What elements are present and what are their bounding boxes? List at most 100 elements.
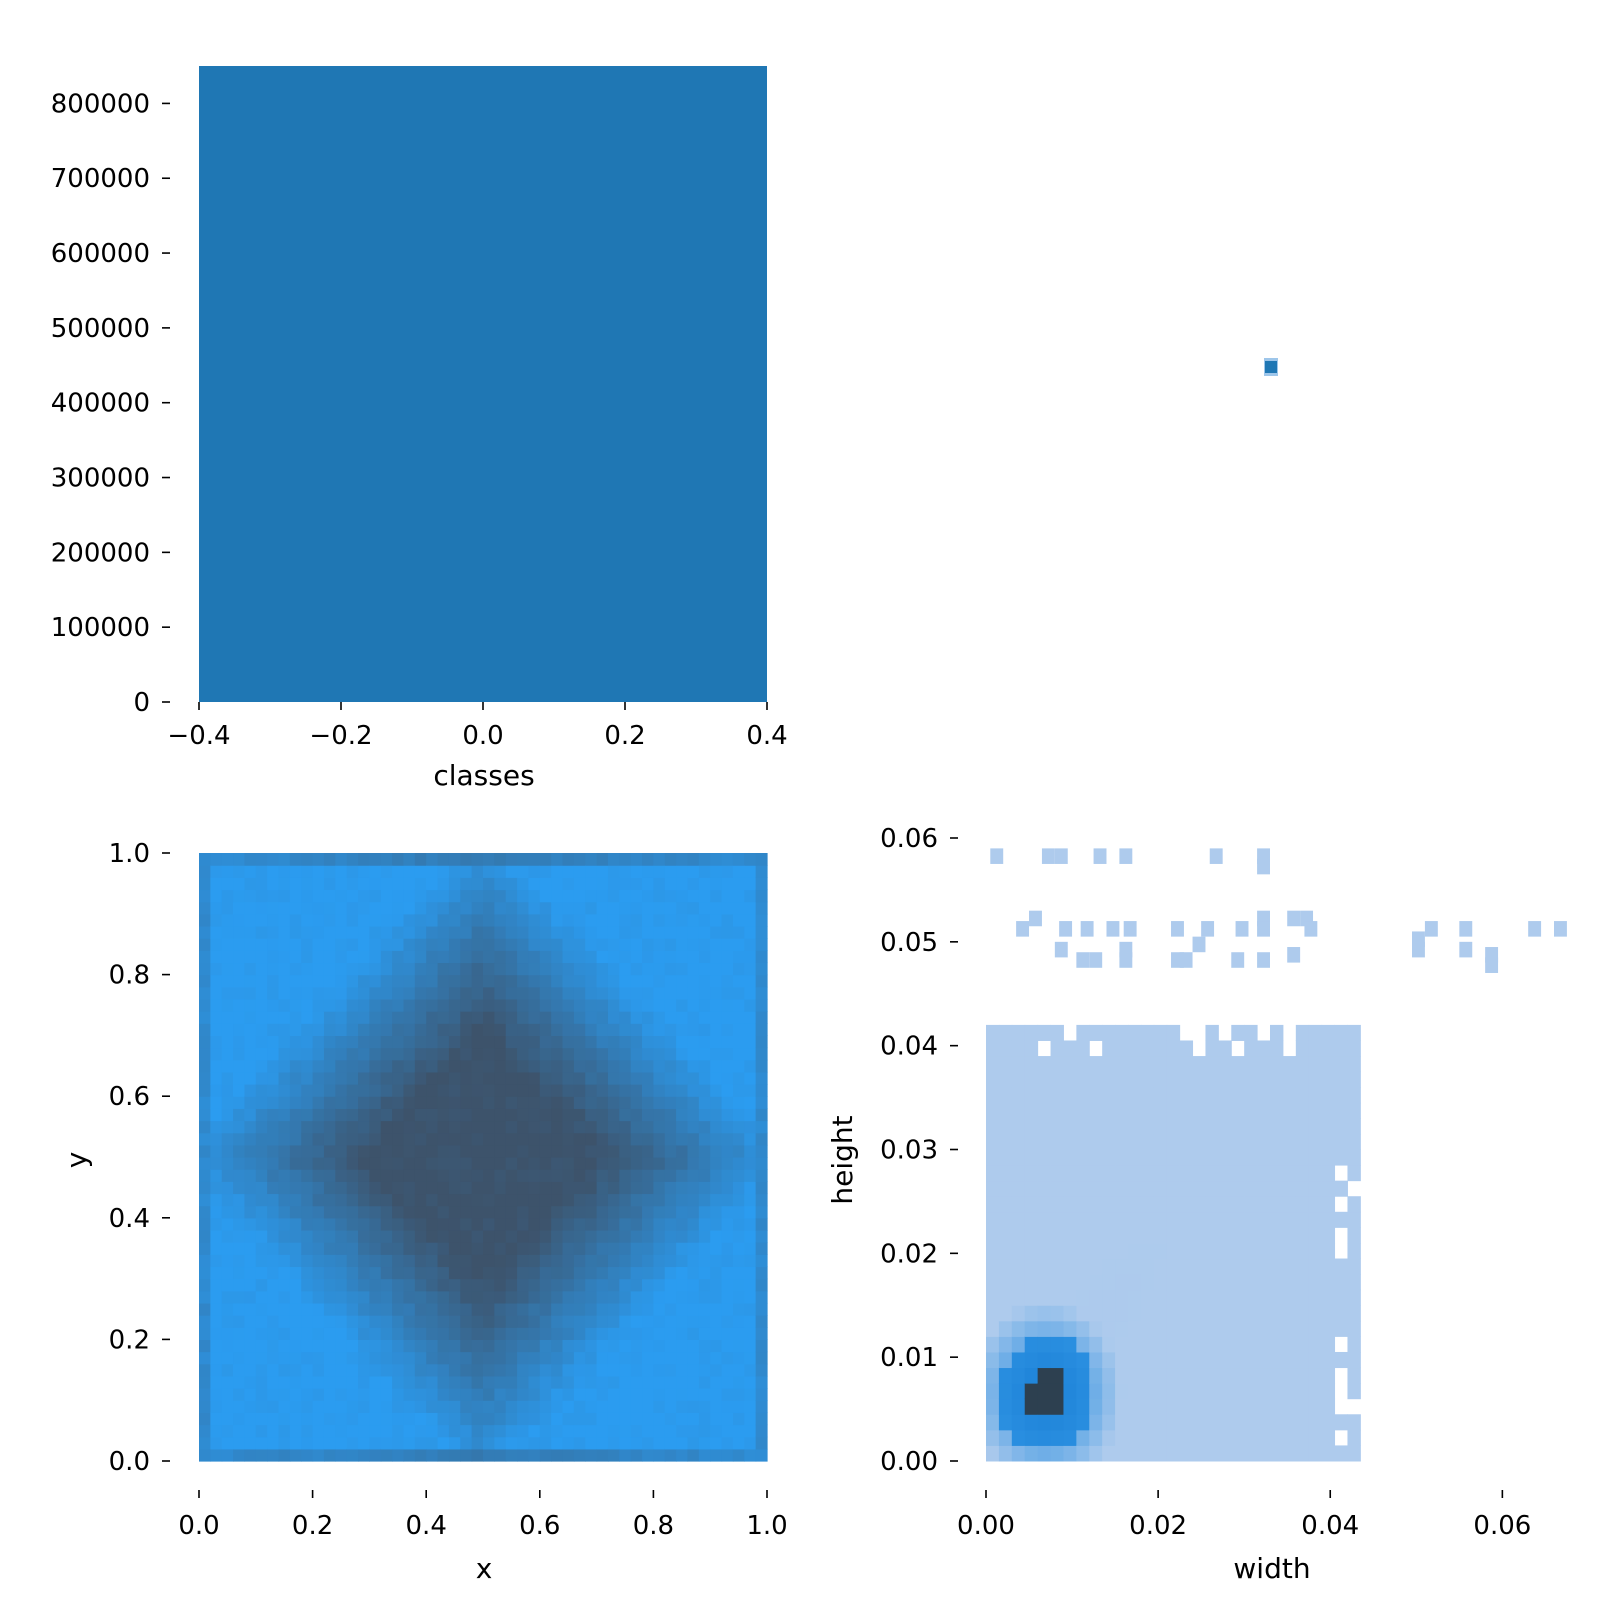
heatmap-cell — [358, 998, 370, 1012]
heatmap-cell — [687, 1448, 700, 1462]
heatmap-cell — [1050, 1367, 1064, 1384]
heatmap-cell — [517, 998, 530, 1012]
heatmap-cell — [1295, 1024, 1310, 1041]
heatmap-cell — [1231, 1071, 1245, 1088]
heatmap-cell — [573, 998, 586, 1012]
heatmap-cell — [596, 1059, 609, 1073]
heatmap-cell — [312, 1290, 325, 1304]
heatmap-cell — [403, 1108, 416, 1122]
heatmap-cell — [335, 853, 348, 866]
heatmap-cell — [244, 1132, 257, 1146]
heatmap-cell — [744, 1205, 757, 1219]
heatmap-cell — [653, 938, 666, 951]
heatmap-cell — [1192, 1056, 1206, 1073]
heatmap-cell — [539, 1388, 552, 1401]
heatmap-cell — [1295, 1398, 1310, 1415]
heatmap-cell — [664, 1132, 677, 1146]
heatmap-cell — [1205, 1071, 1219, 1088]
heatmap-cell — [1024, 1227, 1039, 1244]
heatmap-cell — [1102, 1227, 1116, 1244]
heatmap-cell — [1089, 1258, 1103, 1275]
heatmap-cell — [710, 1351, 723, 1365]
heatmap-cell — [335, 1181, 348, 1195]
heatmap-cell — [403, 1023, 416, 1036]
heatmap-cell — [505, 1011, 518, 1024]
heatmap-cell — [255, 1035, 268, 1049]
heatmap-cell — [1334, 1024, 1348, 1041]
heatmap-cell — [426, 1157, 439, 1170]
heatmap-cell — [585, 962, 598, 976]
heatmap-cell — [278, 1108, 291, 1122]
heatmap-cell — [744, 1169, 757, 1182]
heatmap-cell — [676, 1424, 689, 1438]
heatmap-cell — [1166, 1383, 1181, 1400]
heatmap-cell — [403, 1339, 416, 1353]
heatmap-cell — [289, 962, 302, 976]
heatmap-cell — [619, 1096, 632, 1109]
heatmap-cell — [710, 1084, 723, 1097]
heatmap-cell — [1231, 1165, 1245, 1182]
heatmap-cell — [233, 853, 246, 866]
heatmap-cell — [1282, 1133, 1297, 1150]
heatmap-cell — [755, 1108, 768, 1122]
heatmap-cell — [199, 865, 211, 878]
heatmap-cell — [312, 1169, 325, 1182]
heatmap-cell — [210, 1278, 223, 1292]
heatmap-cell — [221, 925, 234, 939]
heatmap-cell — [1140, 1242, 1155, 1260]
heatmap-cell — [698, 1266, 711, 1280]
heatmap-cell — [1024, 1414, 1039, 1431]
heatmap-cell — [1295, 1071, 1310, 1088]
heatmap-cell — [642, 1108, 654, 1122]
heatmap-cell — [414, 1254, 427, 1268]
heatmap-cell — [630, 1144, 643, 1158]
heatmap-cell — [1128, 1040, 1142, 1057]
heatmap-cell — [986, 1258, 1000, 1275]
heatmap-cell — [539, 1290, 552, 1304]
heatmap-cell — [562, 1157, 575, 1170]
heatmap-cell — [1321, 1071, 1336, 1088]
heatmap-cell — [1089, 1102, 1103, 1119]
heatmap-cell — [426, 1412, 439, 1426]
x-tick-label: 0.6 — [519, 1511, 560, 1541]
heatmap-cell — [517, 913, 530, 927]
heatmap-cell — [1257, 1165, 1271, 1182]
heatmap-cell — [312, 1084, 325, 1097]
heatmap-cell — [369, 1400, 382, 1413]
heatmap-cell — [732, 1169, 745, 1182]
heatmap-cell — [1257, 1398, 1271, 1415]
heatmap-cell — [312, 1436, 325, 1450]
heatmap-cell — [403, 986, 416, 1000]
heatmap-cell — [607, 1448, 620, 1462]
heatmap-cell — [483, 1424, 495, 1438]
heatmap-cell — [1102, 1024, 1116, 1041]
heatmap-cell — [710, 1302, 723, 1316]
heatmap-cell — [403, 1084, 416, 1097]
heatmap-cell — [1140, 1289, 1155, 1306]
heatmap-cell — [221, 986, 234, 1000]
heatmap-cell — [664, 901, 677, 915]
heatmap-cell — [517, 1181, 530, 1195]
heatmap-cell — [233, 865, 246, 878]
heatmap-cell — [369, 1375, 382, 1389]
heatmap-cell — [1244, 1087, 1258, 1104]
heatmap-cell — [573, 938, 586, 951]
heatmap-cell — [721, 1120, 734, 1134]
heatmap-cell — [1115, 1227, 1129, 1244]
heatmap-cell — [528, 998, 541, 1012]
heatmap-cell — [1166, 1133, 1181, 1150]
heatmap-cell — [199, 1144, 211, 1158]
heatmap-cell — [630, 1071, 643, 1085]
heatmap-cell — [687, 1436, 700, 1450]
heatmap-cell — [437, 1084, 450, 1097]
heatmap-cell — [483, 1205, 495, 1219]
heatmap-cell — [460, 1327, 473, 1340]
heatmap-cell — [414, 1363, 427, 1377]
heatmap-cell — [267, 1278, 280, 1292]
heatmap-cell — [1218, 1383, 1232, 1400]
heatmap-cell — [528, 1242, 541, 1255]
heatmap-cell — [199, 1339, 211, 1353]
heatmap-cell — [210, 1290, 223, 1304]
heatmap-cell — [233, 1278, 246, 1292]
heatmap-cell — [698, 1436, 711, 1450]
